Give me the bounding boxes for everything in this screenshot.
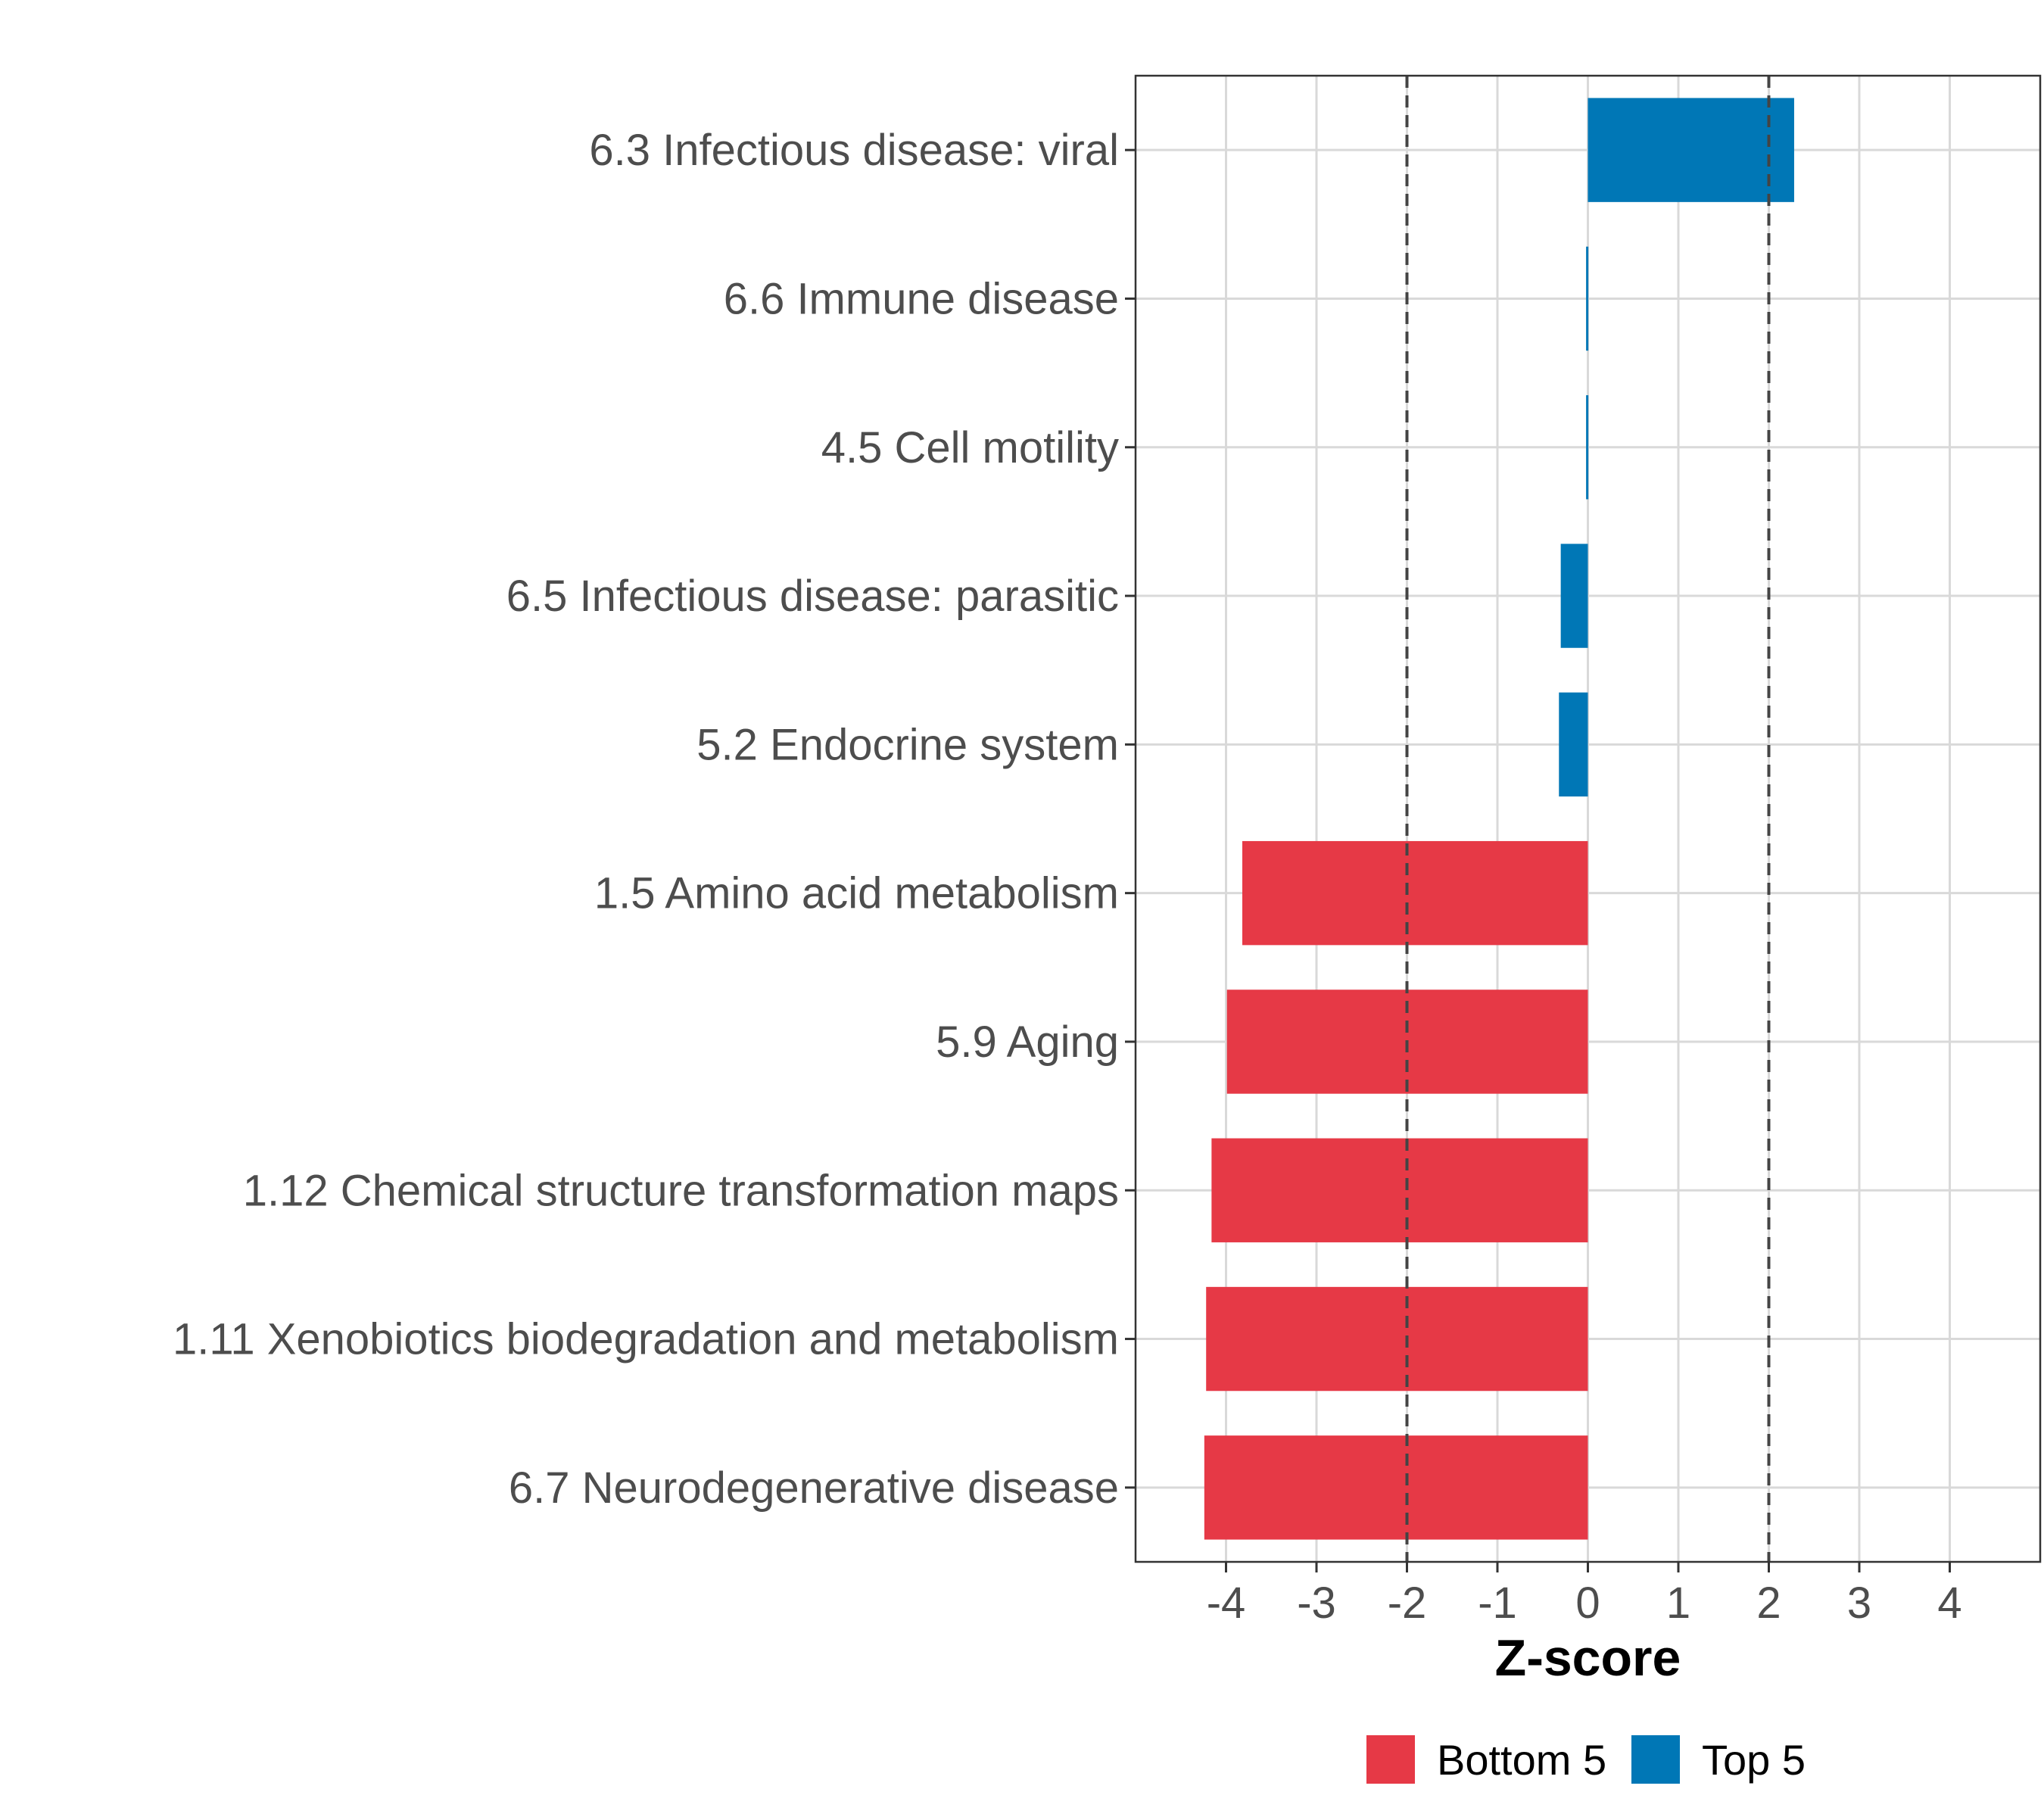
bar	[1586, 246, 1589, 351]
legend-key	[1366, 1735, 1415, 1784]
x-tick-label: -4	[1207, 1579, 1246, 1628]
bar	[1588, 98, 1794, 202]
legend: Bottom 5 Top 5	[1366, 1735, 1806, 1784]
y-axis-ticks: 6.3 Infectious disease: viral 6.6 Immune …	[173, 126, 1136, 1513]
category-label: 1.5 Amino acid metabolism	[594, 869, 1119, 918]
x-axis-title: Z-score	[1495, 1629, 1681, 1687]
legend-label: Bottom 5	[1437, 1736, 1606, 1784]
x-tick-label: 3	[1847, 1579, 1871, 1628]
x-tick-label: 1	[1666, 1579, 1690, 1628]
x-tick-label: -3	[1297, 1579, 1336, 1628]
bar	[1204, 1435, 1588, 1540]
x-tick-label: 2	[1756, 1579, 1781, 1628]
category-label: 6.6 Immune disease	[724, 274, 1119, 323]
category-label: 6.7 Neurodegenerative disease	[509, 1463, 1119, 1513]
x-axis-ticks: -4 -3 -2 -1 0 1 2 3 4	[1207, 1562, 1962, 1628]
bar	[1211, 1138, 1588, 1242]
category-label: 1.12 Chemical structure transformation m…	[243, 1166, 1119, 1215]
x-tick-label: 4	[1937, 1579, 1961, 1628]
bar	[1559, 692, 1588, 797]
legend-label: Top 5	[1702, 1736, 1806, 1784]
category-label: 1.11 Xenobiotics biodegradation and meta…	[173, 1315, 1119, 1364]
reference-lines	[1405, 76, 1771, 1562]
x-tick-label: 0	[1575, 1579, 1600, 1628]
category-label: 5.9 Aging	[936, 1018, 1119, 1067]
bar	[1560, 544, 1588, 648]
category-label: 6.5 Infectious disease: parasitic	[506, 572, 1119, 621]
bars	[1204, 98, 1794, 1540]
bar	[1206, 1286, 1588, 1392]
x-tick-label: -1	[1478, 1579, 1517, 1628]
legend-key	[1631, 1735, 1680, 1784]
bar	[1242, 840, 1588, 946]
x-tick-label: -2	[1388, 1579, 1427, 1628]
category-label: 5.2 Endocrine system	[696, 720, 1119, 769]
category-label: 6.3 Infectious disease: viral	[589, 126, 1119, 175]
category-label: 4.5 Cell motility	[821, 423, 1119, 472]
bar	[1586, 395, 1589, 500]
